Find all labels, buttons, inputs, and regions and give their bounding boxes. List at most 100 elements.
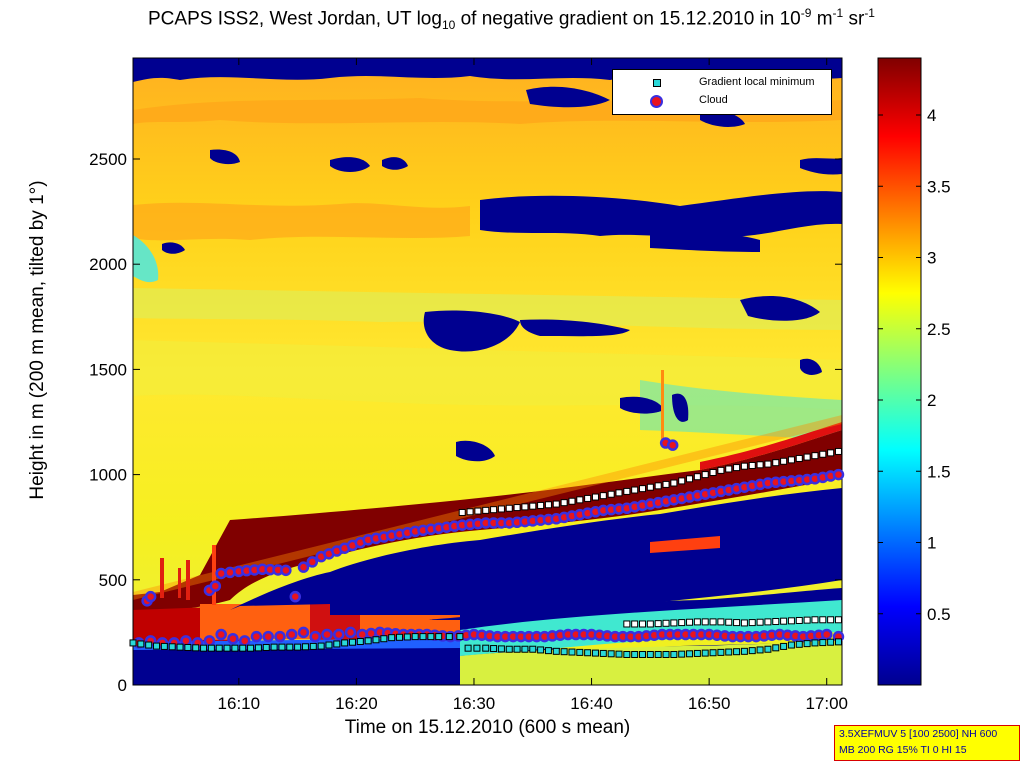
gradient-minimum-point (725, 618, 733, 626)
gradient-minimum-point (827, 449, 835, 457)
gradient-minimum-point (317, 642, 325, 650)
gradient-minimum-point (505, 645, 513, 653)
gradient-minimum-point (693, 473, 701, 481)
gradient-minimum-point (474, 507, 482, 515)
cloud-point (215, 628, 227, 641)
cloud-point (333, 628, 345, 641)
gradient-minimum-point (176, 643, 184, 651)
gradient-minimum-point (223, 644, 231, 652)
gradient-minimum-point (445, 633, 453, 641)
colorbar-tick-label: 3 (927, 249, 936, 268)
gradient-minimum-point (615, 650, 623, 658)
gradient-minimum-point (599, 492, 607, 500)
gradient-minimum-point (819, 639, 827, 647)
gradient-minimum-point (725, 648, 733, 656)
colorbar-tick-label: 1 (927, 534, 936, 553)
gradient-minimum-point (521, 503, 529, 511)
colorbar-tick-label: 0.5 (927, 605, 951, 624)
gradient-minimum-point (717, 618, 725, 626)
gradient-minimum-point (748, 619, 756, 627)
x-tick-label: 16:50 (688, 694, 731, 713)
y-tick-label: 0 (118, 676, 127, 695)
gradient-minimum-point (678, 650, 686, 658)
gradient-minimum-point (756, 646, 764, 654)
gradient-minimum-point (756, 618, 764, 626)
gradient-minimum-point (795, 616, 803, 624)
gradient-minimum-point (529, 502, 537, 510)
gradient-minimum-point (341, 639, 349, 647)
gradient-minimum-point (670, 619, 678, 627)
info-box: 3.5XEFMUV 5 [100 2500] NH 600 MB 200 RG … (834, 725, 1020, 761)
gradient-minimum-point (740, 619, 748, 627)
colorbar-tick-label: 2 (927, 391, 936, 410)
gradient-minimum-point (473, 644, 481, 652)
gradient-minimum-point (701, 618, 709, 626)
gradient-minimum-point (686, 618, 694, 626)
gradient-minimum-point (787, 617, 795, 625)
cloud-point (144, 590, 157, 603)
y-axis-label-wrap: Height in m (200 m mean, tilted by 1°) (18, 120, 58, 560)
cloud-point (215, 567, 227, 580)
gradient-minimum-point (795, 640, 803, 648)
gradient-minimum-point (184, 643, 192, 651)
gradient-minimum-point (827, 616, 835, 624)
cloud-point (666, 439, 679, 451)
gradient-minimum-point (709, 618, 717, 626)
gradient-minimum-point (388, 634, 396, 642)
legend-entry-cloud: Cloud (613, 93, 831, 109)
gradient-minimum-point (709, 649, 717, 657)
gradient-minimum-point (286, 643, 294, 651)
x-tick-label: 17:00 (805, 694, 848, 713)
gradient-minimum-point (764, 618, 772, 626)
gradient-minimum-point (639, 650, 647, 658)
gradient-minimum-point (529, 645, 537, 653)
cloud-point (289, 590, 302, 603)
gradient-minimum-point (309, 642, 317, 650)
gradient-minimum-point (278, 643, 286, 651)
y-axis-label: Height in m (200 m mean, tilted by 1°) (27, 180, 48, 500)
gradient-minimum-point (811, 616, 819, 624)
x-tick-label: 16:20 (335, 694, 378, 713)
heatmap-field (133, 58, 842, 685)
gradient-minimum-point (709, 468, 717, 476)
cloud-point (297, 561, 310, 573)
gradient-minimum-point (239, 644, 247, 652)
x-tick-label: 16:30 (453, 694, 496, 713)
gradient-minimum-point (717, 648, 725, 656)
gradient-minimum-point (513, 504, 521, 512)
gradient-minimum-point (301, 643, 309, 651)
colorbar-tick-label: 1.5 (927, 462, 951, 481)
legend-label: Gradient local minimum (699, 76, 815, 88)
gradient-minimum-point (811, 639, 819, 647)
gradient-minimum-point (607, 650, 615, 658)
gradient-minimum-point (748, 647, 756, 655)
gradient-minimum-point (137, 640, 145, 648)
gradient-minimum-point (419, 633, 427, 641)
gradient-minimum-point (701, 649, 709, 657)
gradient-minimum-point (654, 482, 662, 490)
gradient-minimum-point (780, 457, 788, 465)
gradient-minimum-point (701, 471, 709, 479)
gradient-minimum-point (207, 644, 215, 652)
gradient-minimum-point (576, 496, 584, 504)
gradient-minimum-point (435, 633, 443, 641)
gradient-minimum-point (599, 649, 607, 657)
cloud-point (209, 580, 222, 592)
square-marker-icon (653, 79, 661, 87)
cloud-point (832, 468, 845, 481)
gradient-minimum-point (670, 650, 678, 658)
gradient-minimum-point (576, 648, 584, 656)
gradient-minimum-point (733, 648, 741, 656)
gradient-minimum-point (490, 645, 498, 653)
gradient-minimum-point (803, 616, 811, 624)
gradient-minimum-point (662, 480, 670, 488)
gradient-minimum-point (803, 640, 811, 648)
gradient-minimum-point (834, 447, 842, 455)
cloud-point (306, 556, 319, 568)
gradient-minimum-point (396, 633, 404, 641)
gradient-minimum-point (262, 643, 270, 651)
gradient-minimum-point (544, 501, 552, 509)
x-axis-label: Time on 15.12.2010 (600 s mean) (344, 717, 631, 738)
gradient-minimum-point (725, 465, 733, 473)
gradient-minimum-point (639, 485, 647, 493)
